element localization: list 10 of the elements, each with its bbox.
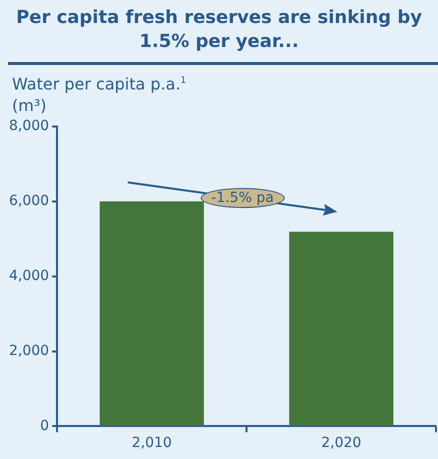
y-tick-label: 6,000 [8, 192, 50, 209]
x-tick-label: 2,020 [321, 435, 362, 452]
y-tick-label: 8,000 [8, 118, 50, 134]
y-tick-label: 0 [40, 418, 50, 434]
chart-title: Per capita fresh reserves are sinking by 1.5% per year... [15, 6, 423, 54]
x-tick-label: 2,010 [132, 435, 172, 452]
y-tick-label: 2,000 [8, 342, 50, 359]
text: Water per capita p.a.$^{1}$ (m³) [12, 74, 186, 116]
annotation: -1.5% pa [200, 188, 285, 208]
y-tick-label: 4,000 [8, 268, 50, 284]
